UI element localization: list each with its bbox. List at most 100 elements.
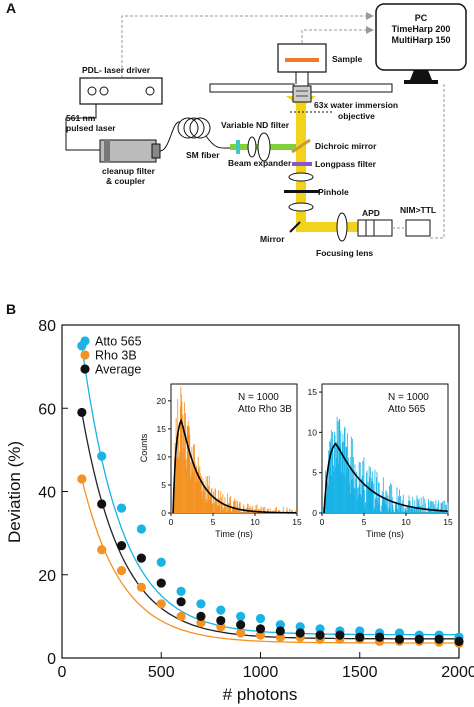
- histogram-bar: [439, 511, 440, 513]
- control-cables: [121, 15, 445, 239]
- histogram-bar: [431, 501, 433, 513]
- main-x-tick-label: 0: [58, 664, 67, 681]
- histogram-bar: [338, 464, 340, 513]
- histogram-bar: [289, 509, 290, 513]
- histogram-bar: [238, 511, 240, 513]
- histogram-bar: [379, 497, 381, 513]
- histogram-bar: [417, 498, 418, 513]
- histogram-bar: [353, 488, 355, 513]
- histogram-bar: [345, 475, 346, 513]
- histogram-bar: [404, 507, 406, 513]
- histogram-bar: [344, 426, 346, 513]
- histogram-bar: [374, 469, 376, 513]
- histogram-bar: [387, 495, 389, 513]
- histogram-bar: [372, 483, 374, 513]
- histogram-bar: [366, 472, 367, 513]
- histogram-bar: [282, 506, 284, 513]
- histogram-bar: [413, 506, 415, 513]
- histogram-bar: [442, 500, 444, 513]
- histogram-bar: [208, 475, 210, 513]
- histogram-bar: [216, 502, 217, 513]
- histogram-bar: [392, 504, 394, 513]
- histogram-bar: [358, 495, 360, 513]
- histogram-bar: [367, 490, 368, 513]
- inset1-x-axis-label: Time (ns): [215, 529, 253, 539]
- histogram-bar: [360, 496, 362, 513]
- histogram-bar: [415, 508, 417, 513]
- histogram-bar: [418, 498, 420, 513]
- main-data-point: [434, 634, 444, 644]
- legend-label: Atto 565: [95, 335, 142, 349]
- histogram-bar: [350, 456, 352, 513]
- histogram-bar: [345, 447, 347, 513]
- histogram-bar: [432, 512, 434, 513]
- histogram-bar: [347, 469, 349, 513]
- histogram-bar: [199, 473, 201, 513]
- histogram-bar: [397, 510, 399, 513]
- laser-unit: 561 nm pulsed laser cleanup filter & cou…: [65, 104, 161, 186]
- main-y-tick-label: 80: [38, 318, 56, 335]
- main-data-point: [196, 599, 206, 609]
- histogram-bar: [400, 505, 402, 513]
- inset-y-tick-label: 0: [312, 508, 317, 518]
- histogram-bar: [380, 505, 382, 513]
- histogram-bar: [386, 492, 388, 513]
- histogram-bar: [206, 498, 207, 513]
- histogram-bar: [336, 416, 338, 513]
- inset2-annotation-n: N = 1000: [388, 392, 429, 403]
- main-x-tick-label: 500: [148, 664, 175, 681]
- histogram-bar: [435, 500, 437, 513]
- histogram-bar: [201, 498, 203, 513]
- histogram-bar: [200, 482, 202, 513]
- main-y-tick-label: 40: [38, 485, 56, 502]
- histogram-bar: [227, 493, 228, 513]
- histogram-bar: [235, 499, 237, 513]
- histogram-bar: [176, 456, 178, 513]
- histogram-bar: [199, 466, 201, 513]
- histogram-bar: [359, 485, 361, 513]
- histogram-bar: [420, 507, 421, 513]
- main-x-tick-label: 1500: [342, 664, 378, 681]
- main-data-point: [216, 615, 226, 626]
- inset-y-tick-label: 15: [308, 387, 318, 397]
- histogram-bar: [294, 510, 296, 513]
- histogram-bar: [274, 508, 276, 513]
- histogram-bar: [338, 418, 340, 513]
- histogram-bar: [387, 509, 388, 513]
- histogram-bar: [276, 506, 277, 513]
- histogram-bar: [394, 504, 396, 513]
- histogram-bar: [183, 425, 184, 513]
- arrowheads: [366, 12, 374, 34]
- main-data-point: [156, 557, 166, 567]
- histogram-bar: [386, 505, 387, 513]
- main-y-ticks: 0 20 40 60 80: [38, 318, 68, 668]
- inset2-annotation-dye: Atto 565: [388, 404, 426, 415]
- histogram-bar: [273, 510, 275, 513]
- histogram-bar: [215, 499, 217, 513]
- legend-label: Average: [95, 363, 141, 377]
- histogram-bar: [207, 485, 209, 513]
- histogram-bar: [351, 438, 353, 513]
- histogram-bar: [188, 425, 190, 513]
- inset-x-tick-label: 15: [292, 517, 302, 527]
- histogram-bar: [214, 503, 215, 513]
- histogram-bar: [180, 394, 182, 513]
- histogram-bar: [210, 496, 212, 513]
- histogram-bar: [205, 502, 206, 513]
- histogram-bar: [360, 494, 362, 513]
- beam-expander-label: Beam expander: [228, 158, 292, 168]
- histogram-bar: [372, 481, 374, 513]
- histogram-bar: [340, 453, 342, 513]
- histogram-bar: [236, 509, 237, 513]
- histogram-bar: [385, 490, 387, 513]
- histogram-bar: [218, 506, 220, 513]
- main-data-point: [176, 586, 186, 597]
- histogram-bar: [424, 503, 426, 513]
- histogram-bar: [289, 509, 291, 513]
- main-y-tick-label: 60: [38, 401, 56, 418]
- histogram-bar: [325, 488, 327, 513]
- objective: 63x water immersion objective: [290, 85, 398, 121]
- histogram-bar: [391, 497, 393, 513]
- histogram-bar: [381, 491, 383, 513]
